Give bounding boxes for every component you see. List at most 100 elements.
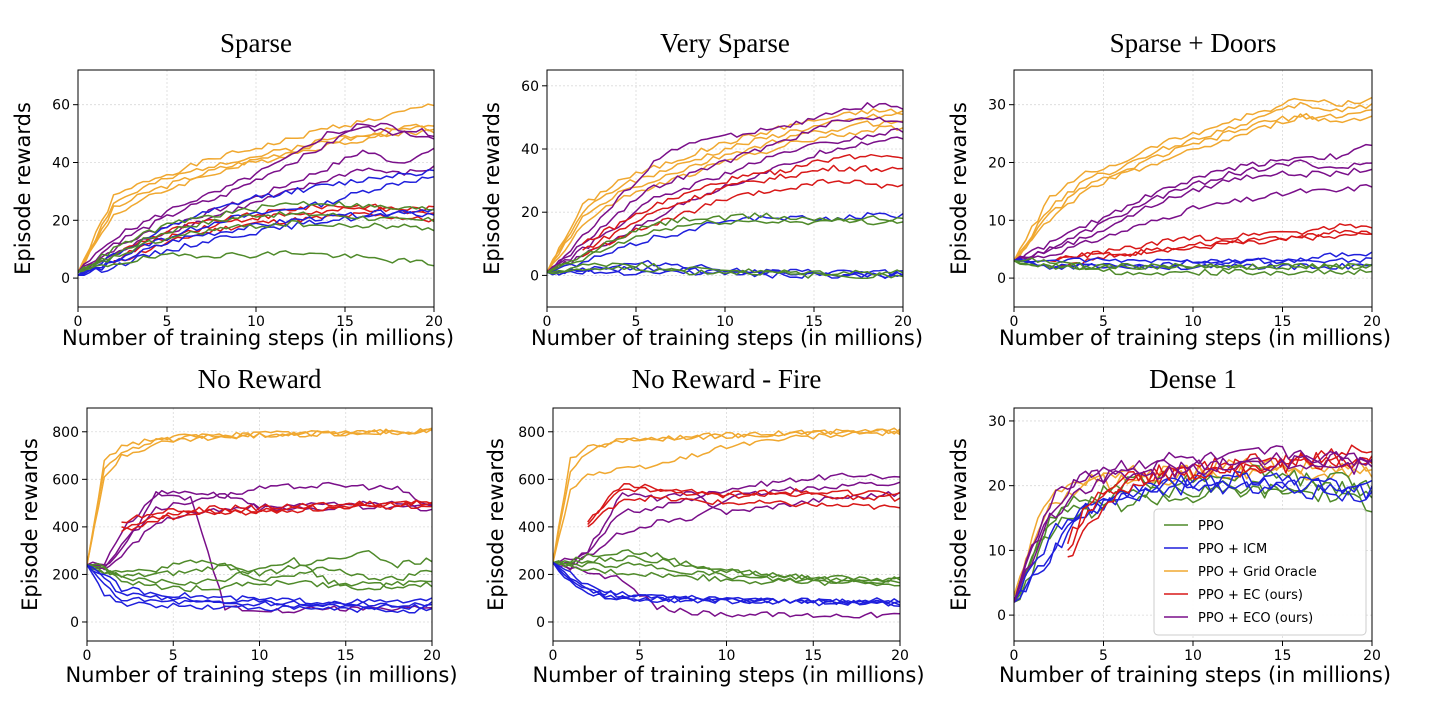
series-group — [78, 103, 434, 277]
series-line — [587, 486, 900, 525]
x-tick-label: 0 — [543, 314, 552, 330]
chart-title: No Reward — [198, 364, 322, 394]
series-line — [582, 178, 903, 258]
y-tick-label: 0 — [70, 615, 79, 631]
y-axis-label: Episode rewards — [480, 102, 504, 275]
series-line — [78, 123, 434, 273]
series-line — [1014, 457, 1372, 603]
x-tick-label: 20 — [425, 314, 443, 330]
y-tick-label: 600 — [518, 472, 545, 488]
y-tick-label: 400 — [518, 520, 545, 536]
series-line — [1014, 260, 1372, 276]
x-tick-label: 0 — [74, 314, 83, 330]
series-line — [587, 482, 900, 523]
legend-label: PPO + EC (ours) — [1198, 588, 1303, 603]
series-line — [582, 153, 903, 245]
y-axis-label: Episode rewards — [947, 102, 971, 275]
series-line — [121, 499, 432, 524]
y-tick-label: 20 — [521, 205, 539, 221]
series-line — [1014, 470, 1372, 603]
x-tick-label: 15 — [337, 648, 355, 664]
series-line — [78, 147, 434, 273]
legend: PPO PPO + ICM PPO + Grid Oracle PPO + EC (o… — [1153, 508, 1367, 636]
series-group — [87, 427, 432, 614]
series-line — [1049, 229, 1372, 263]
x-axis-label: Number of training steps (in millions) — [531, 326, 923, 350]
series-line — [87, 557, 432, 591]
series-line — [1014, 464, 1372, 603]
series-line — [78, 200, 434, 274]
series-line — [553, 562, 900, 607]
x-tick-label: 5 — [163, 314, 172, 330]
series-line — [87, 550, 432, 577]
series-line — [78, 122, 434, 273]
y-tick-label: 10 — [988, 213, 1006, 229]
x-tick-label: 15 — [336, 314, 354, 330]
y-axis-label: Episode rewards — [11, 102, 35, 275]
x-tick-label: 10 — [718, 648, 736, 664]
series-line — [1014, 159, 1372, 262]
series-line — [1014, 257, 1372, 270]
legend-label: PPO + Grid Oracle — [1198, 565, 1317, 580]
x-tick-label: 20 — [1363, 648, 1381, 664]
series-line — [553, 555, 900, 583]
series-line — [553, 428, 900, 563]
y-tick-label: 10 — [988, 543, 1006, 559]
series-line — [553, 481, 900, 566]
chart-title: No Reward - Fire — [632, 364, 822, 394]
series-line — [547, 116, 903, 273]
series-line — [547, 108, 903, 273]
series-line — [78, 128, 434, 273]
series-line — [78, 208, 434, 276]
series-line — [87, 481, 432, 566]
series-line — [1049, 230, 1372, 269]
series-line — [553, 472, 900, 564]
legend-label: PPO + ECO (ours) — [1198, 611, 1313, 626]
y-axis-label: Episode rewards — [18, 438, 42, 611]
series-group — [1014, 444, 1372, 603]
series-line — [113, 212, 434, 265]
x-tick-label: 0 — [1010, 648, 1019, 664]
x-axis-label: Number of training steps (in millions) — [999, 663, 1391, 687]
series-line — [1014, 113, 1372, 262]
series-line — [78, 103, 434, 273]
x-tick-label: 20 — [894, 314, 912, 330]
legend-label: PPO + ICM — [1198, 542, 1267, 557]
chart-title: Dense 1 — [1149, 364, 1237, 394]
series-line — [78, 125, 434, 273]
series-line — [587, 495, 900, 528]
y-tick-label: 40 — [52, 155, 70, 171]
series-line — [553, 428, 900, 563]
series-line — [547, 259, 903, 276]
series-line — [1014, 109, 1372, 262]
series-line — [78, 250, 434, 274]
series-line — [547, 218, 903, 273]
y-tick-label: 0 — [997, 608, 1006, 624]
series-line — [78, 165, 434, 273]
legend-box — [1153, 508, 1367, 636]
y-axis-label: Episode rewards — [484, 438, 508, 611]
x-tick-label: 5 — [632, 314, 641, 330]
series-line — [553, 560, 900, 585]
series-line — [1014, 183, 1372, 263]
legend-item: PPO + Grid Oracle — [1164, 565, 1317, 580]
y-tick-label: 200 — [518, 567, 545, 583]
series-line — [547, 212, 903, 273]
series-line — [547, 127, 903, 273]
x-tick-label: 20 — [423, 648, 441, 664]
series-line — [1014, 101, 1372, 262]
series-line — [121, 500, 432, 530]
legend-item: PPO + EC (ours) — [1164, 588, 1303, 603]
x-tick-label: 5 — [1099, 314, 1108, 330]
series-line — [121, 503, 432, 533]
x-tick-label: 0 — [83, 648, 92, 664]
x-tick-label: 20 — [1363, 314, 1381, 330]
y-tick-label: 20 — [988, 155, 1006, 171]
series-line — [87, 564, 432, 611]
legend-label: PPO — [1198, 519, 1224, 534]
chart-panel-2: Very Sparse 0 5 10 15 20 0 20 40 60 Number of trai… — [480, 28, 923, 350]
series-group — [547, 102, 903, 280]
series-line — [553, 561, 900, 587]
series-line — [87, 564, 432, 606]
